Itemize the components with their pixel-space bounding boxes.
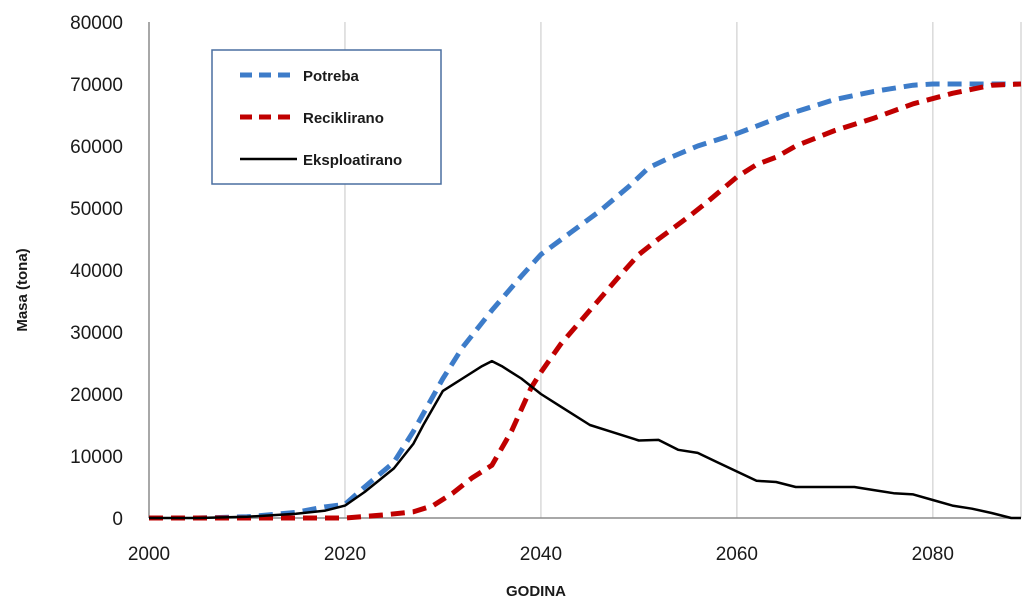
y-tick-label-20000: 20000: [70, 385, 123, 406]
legend-items: Potreba Reciklirano Eksploatirano: [240, 68, 402, 169]
y-tick-labels: 0 10000 20000 30000 40000 50000 60000 70000 8000…: [70, 13, 123, 530]
series-line-reciklirano: [149, 81, 1022, 521]
y-tick-label-60000: 60000: [70, 137, 123, 158]
legend-label-potreba: Potreba: [303, 68, 360, 85]
series-line-eksploatirano: [149, 359, 1021, 520]
x-axis-title: GODINA: [506, 583, 566, 600]
y-tick-label-70000: 70000: [70, 75, 123, 96]
x-tick-label-2020: 2020: [324, 544, 366, 565]
series-line-potreba: [149, 81, 1021, 521]
x-tick-label-2000: 2000: [128, 544, 170, 565]
x-tick-label-2060: 2060: [716, 544, 758, 565]
x-tick-label-2040: 2040: [520, 544, 562, 565]
y-tick-label-0: 0: [112, 509, 123, 530]
y-tick-label-30000: 30000: [70, 323, 123, 344]
y-tick-label-40000: 40000: [70, 261, 123, 282]
y-tick-label-10000: 10000: [70, 447, 123, 468]
x-tick-label-2080: 2080: [912, 544, 954, 565]
gridlines: [344, 22, 1022, 518]
y-tick-label-80000: 80000: [70, 13, 123, 34]
series-lines: [149, 81, 1022, 521]
legend-label-reciklirano: Reciklirano: [303, 110, 384, 127]
legend: Potreba Reciklirano Eksploatirano: [211, 49, 442, 185]
y-tick-label-50000: 50000: [70, 199, 123, 220]
legend-label-eksploatirano: Eksploatirano: [303, 152, 402, 169]
y-axis-title: Masa (tona): [14, 248, 31, 331]
x-tick-labels: 2000 2020 2040 2060 2080: [128, 544, 954, 565]
